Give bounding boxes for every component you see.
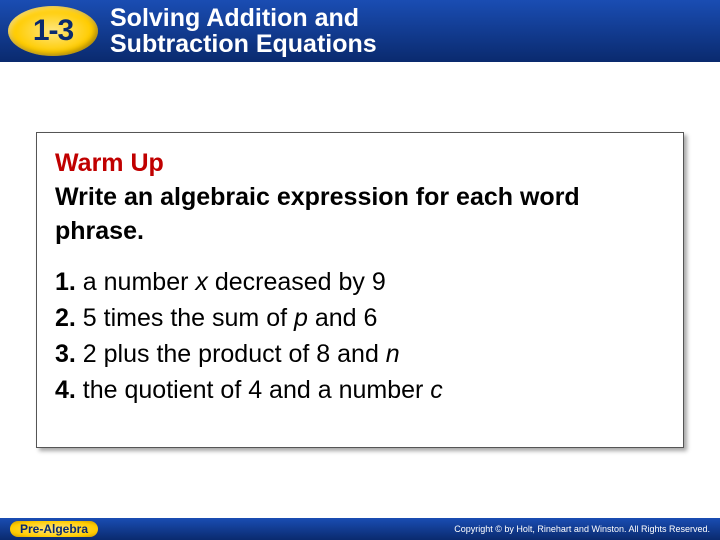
problem-text-pre: the quotient of 4 and a number [76, 376, 430, 404]
problem-text-pre: a number [76, 268, 196, 296]
footer-copyright: Copyright © by Holt, Rinehart and Winsto… [454, 524, 710, 534]
problem-number: 4. [55, 376, 76, 404]
problem-var: n [386, 340, 400, 368]
list-item: 2. 5 times the sum of p and 6 [55, 302, 665, 336]
chapter-title-line1: Solving Addition and [110, 4, 359, 32]
chapter-title: Solving Addition and Subtraction Equatio… [110, 5, 377, 58]
slide-footer: Pre-Algebra Copyright © by Holt, Rinehar… [0, 518, 720, 540]
problem-text-pre: 2 plus the product of 8 and [76, 340, 386, 368]
list-item: 1. a number x decreased by 9 [55, 266, 665, 300]
problem-text-post: and 6 [308, 304, 378, 332]
problem-var: p [294, 304, 308, 332]
problem-var: c [430, 376, 443, 404]
problem-list: 1. a number x decreased by 9 2. 5 times … [55, 266, 665, 407]
chapter-title-line2: Subtraction Equations [110, 30, 377, 58]
slide-header: 1-3 Solving Addition and Subtraction Equ… [0, 0, 720, 62]
problem-number: 1. [55, 268, 76, 296]
list-item: 4. the quotient of 4 and a number c [55, 374, 665, 408]
warmup-instructions: Write an algebraic expression for each w… [55, 181, 665, 249]
section-badge: 1-3 [8, 6, 98, 56]
footer-course-label: Pre-Algebra [10, 521, 98, 537]
problem-text-post: decreased by 9 [208, 268, 386, 296]
section-number: 1-3 [33, 14, 73, 48]
problem-number: 3. [55, 340, 76, 368]
problem-number: 2. [55, 304, 76, 332]
list-item: 3. 2 plus the product of 8 and n [55, 338, 665, 372]
warmup-title: Warm Up [55, 147, 665, 181]
problem-text-pre: 5 times the sum of [76, 304, 294, 332]
warmup-box: Warm Up Write an algebraic expression fo… [36, 132, 684, 448]
problem-var: x [195, 268, 208, 296]
